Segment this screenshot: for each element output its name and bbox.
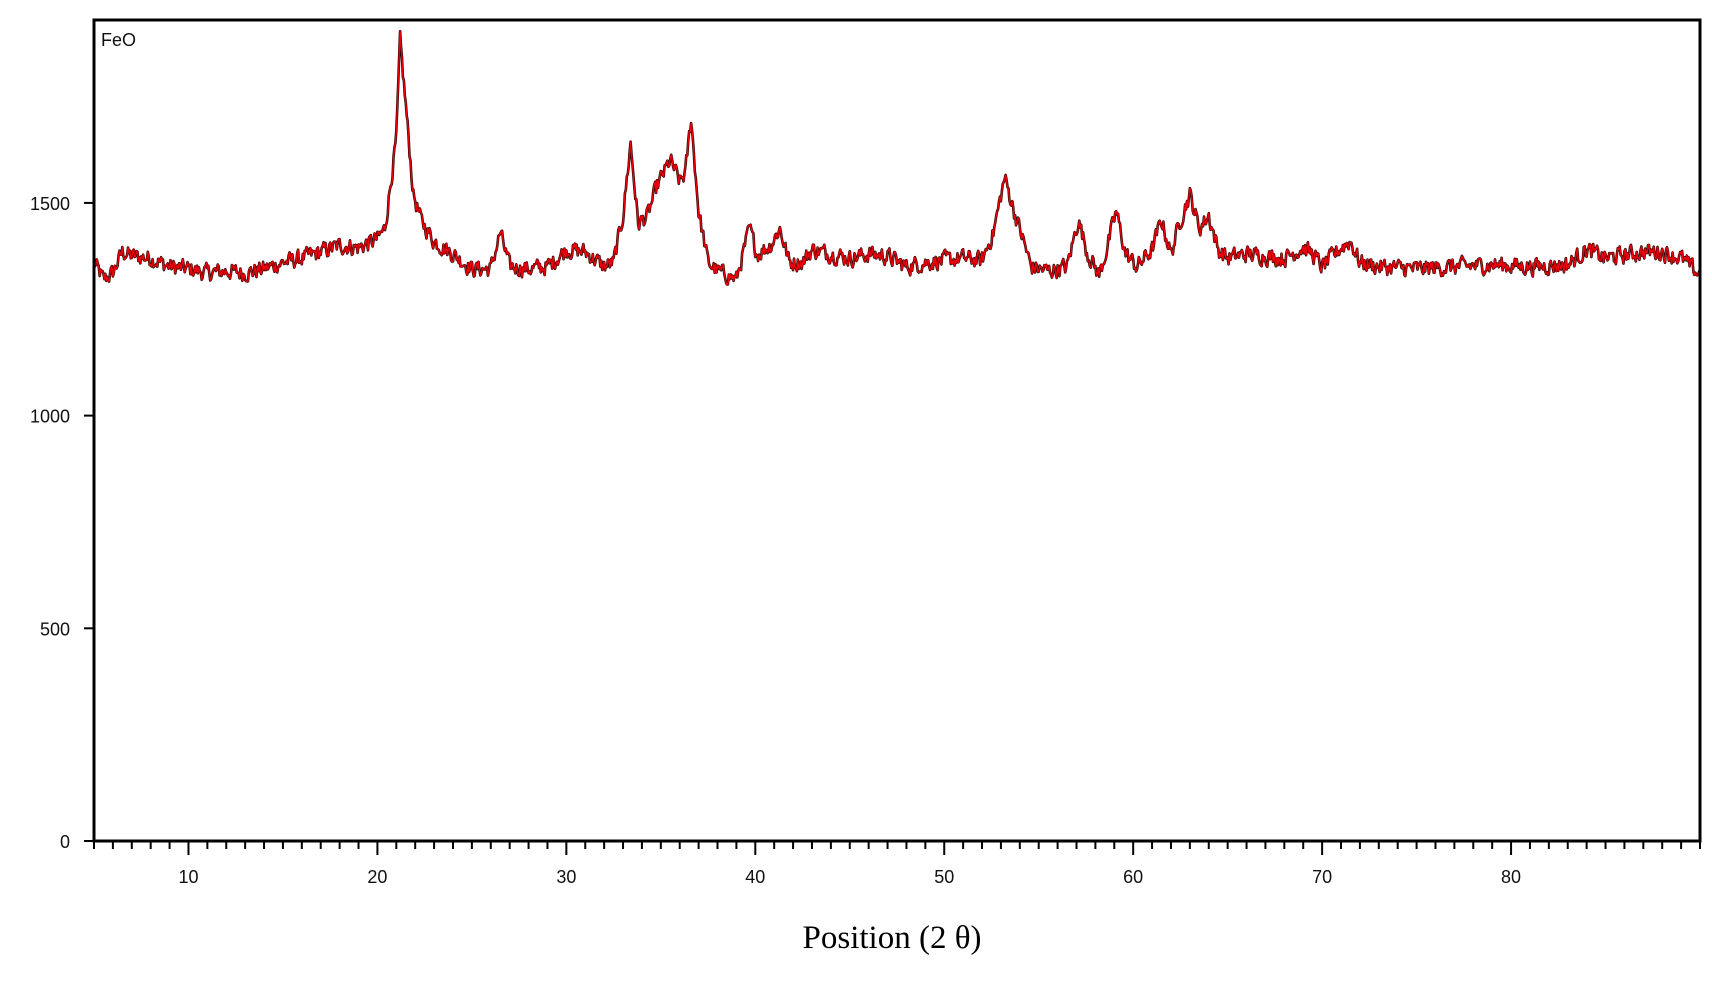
y-axis: 0 500 1000 1500 xyxy=(30,194,94,852)
y-tick-label: 500 xyxy=(40,619,70,639)
chart-annotation: FeO xyxy=(101,30,136,50)
x-tick-label: 30 xyxy=(556,867,576,887)
plot-frame xyxy=(92,18,1702,843)
y-tick-label: 0 xyxy=(60,832,70,852)
x-tick-label: 70 xyxy=(1312,867,1332,887)
x-tick-label: 10 xyxy=(178,867,198,887)
y-tick-label: 1500 xyxy=(30,194,70,214)
x-axis-label: Position (2 θ) xyxy=(803,920,982,956)
x-tick-label: 40 xyxy=(745,867,765,887)
plot-area xyxy=(92,29,1702,286)
x-tick-label: 20 xyxy=(367,867,387,887)
x-tick-label: 80 xyxy=(1501,867,1521,887)
x-tick-label: 60 xyxy=(1123,867,1143,887)
xrd-pattern-line xyxy=(93,30,1701,286)
x-tick-label: 50 xyxy=(934,867,954,887)
y-tick-label: 1000 xyxy=(30,407,70,427)
